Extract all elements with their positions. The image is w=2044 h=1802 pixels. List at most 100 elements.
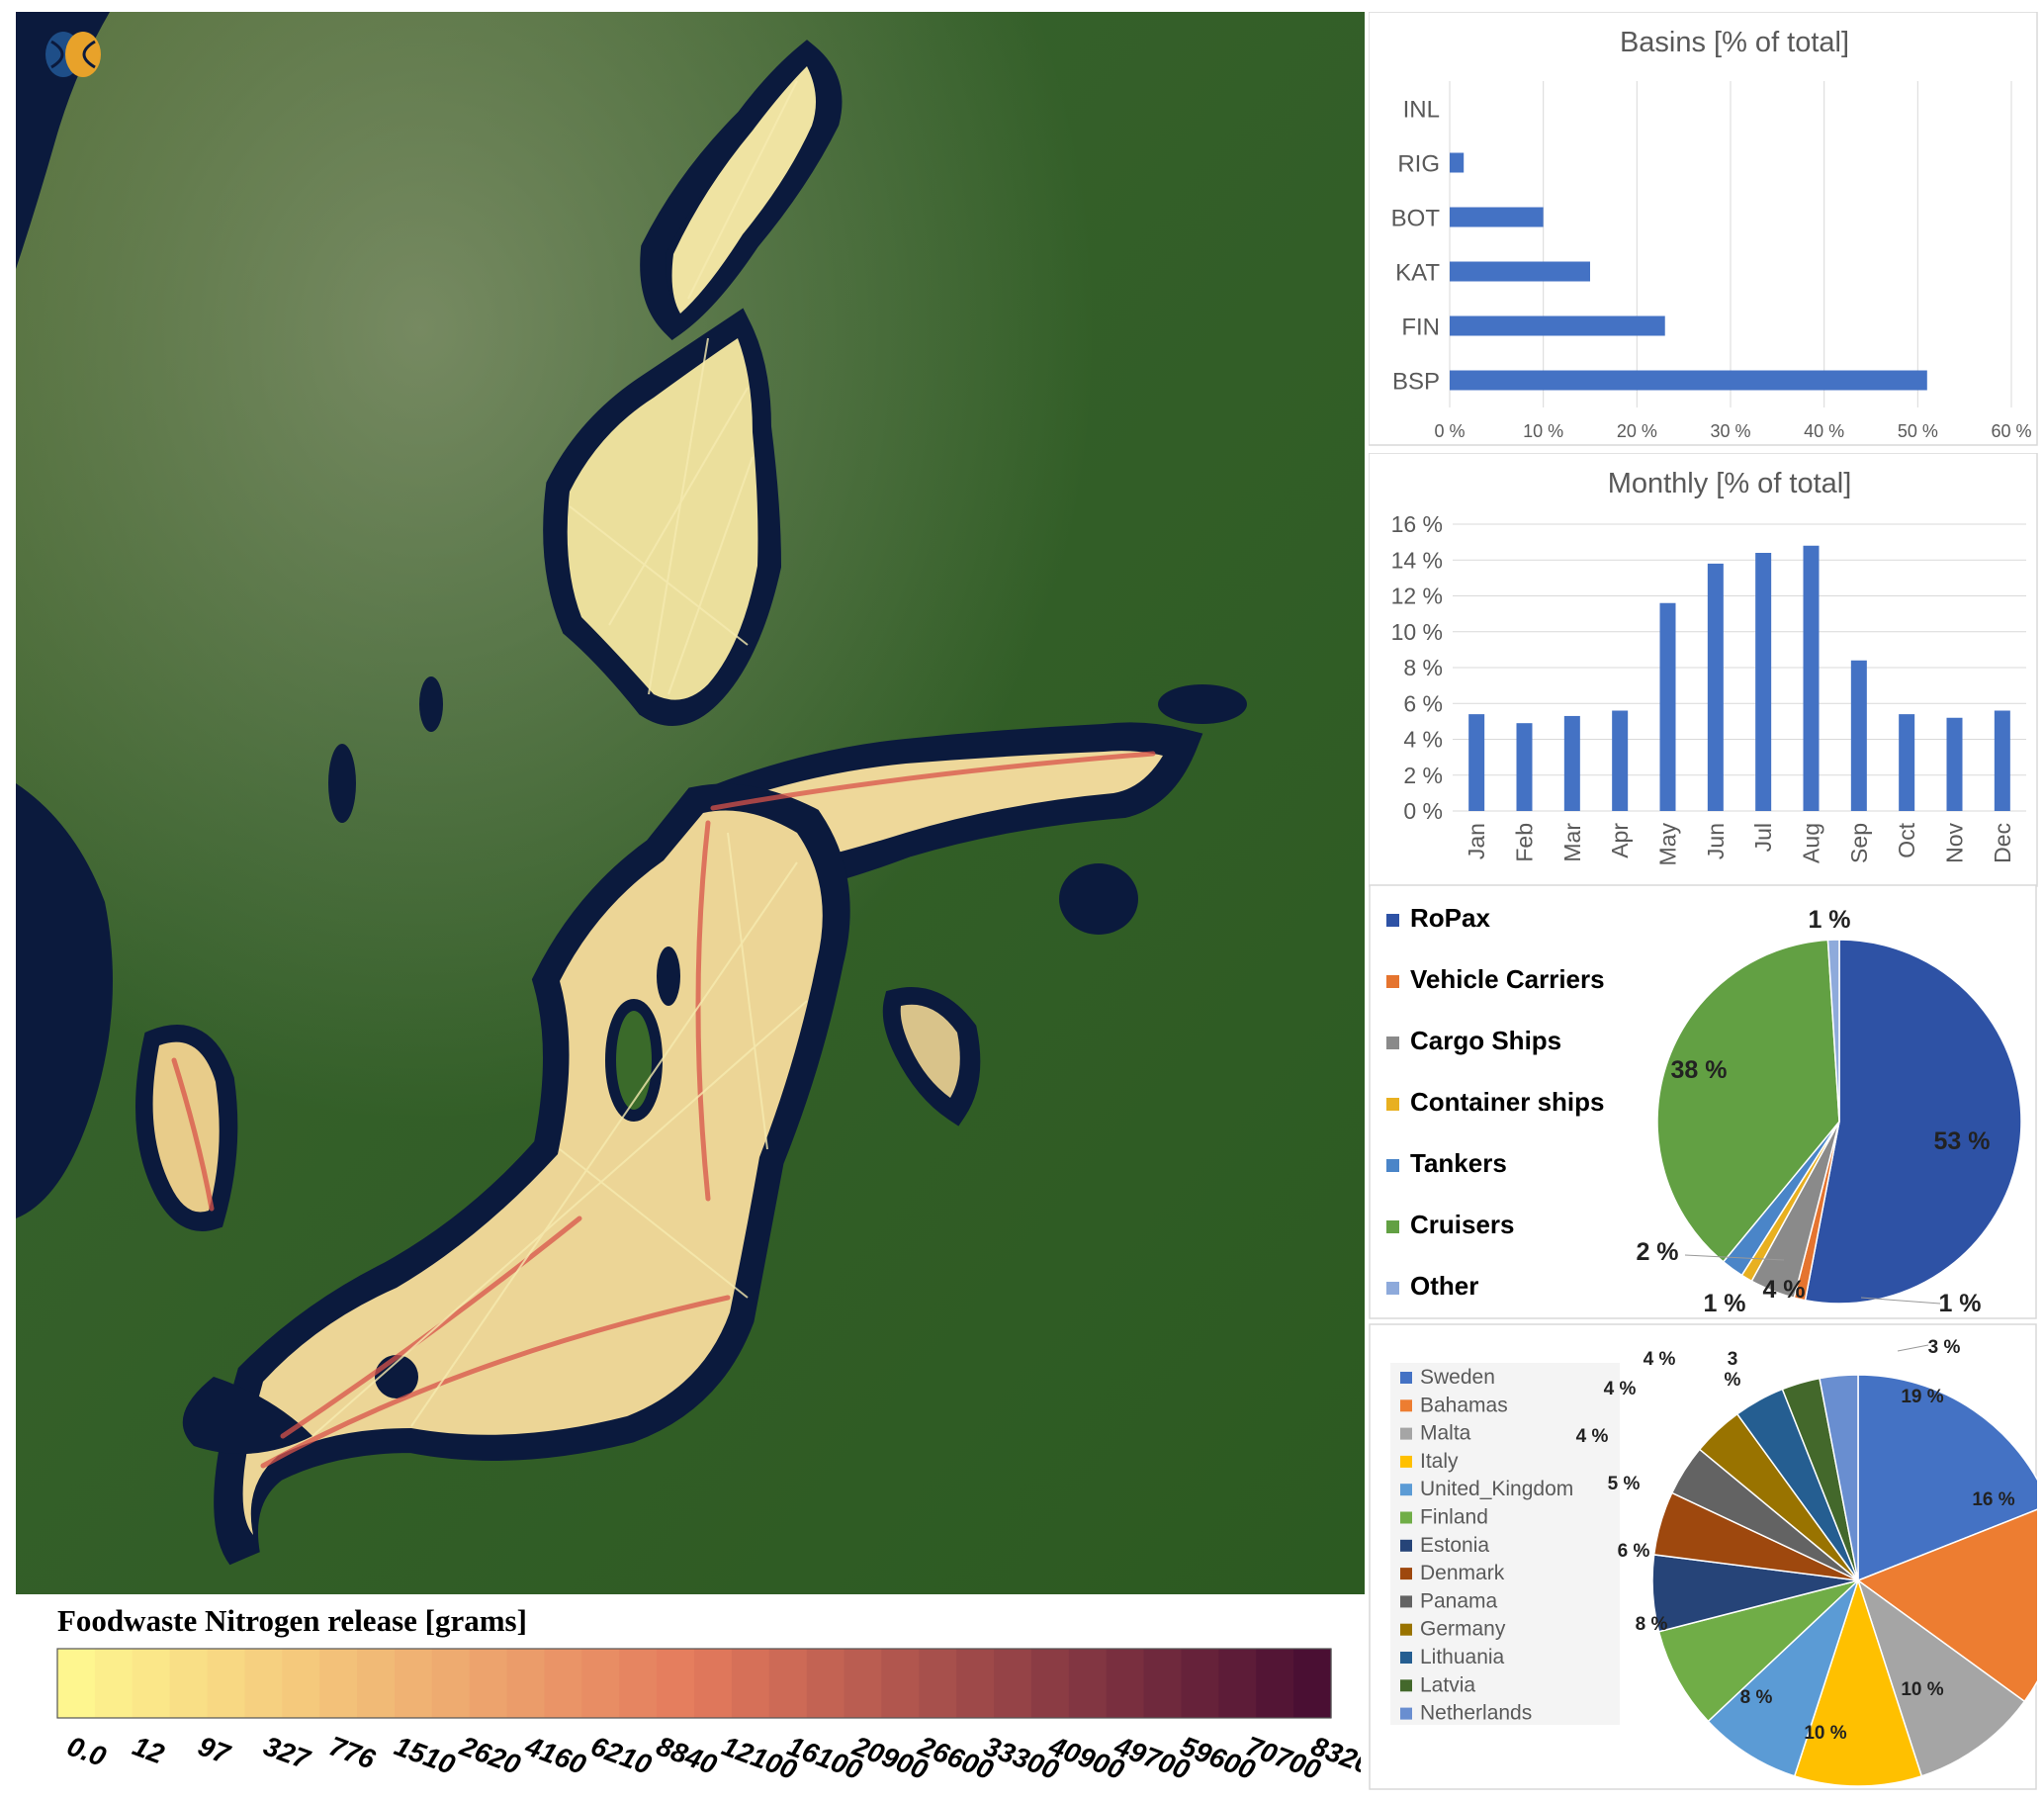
monthly-y-tick: 10 % [1391,619,1443,645]
scale-swatch [431,1649,471,1718]
scale-swatch [1293,1649,1332,1718]
shiptype-data-label: 2 % [1636,1238,1678,1266]
scale-swatch [1218,1649,1257,1718]
shiptype-leader-line [1684,1254,1785,1261]
danish-straits [182,1377,312,1454]
monthly-bar [1755,553,1772,811]
shiptype-legend-swatch [1386,1220,1399,1233]
monthly-y-tick: 8 % [1403,655,1443,680]
shiptype-plot: RoPax Vehicle Carriers Cargo Ships Containe… [1386,903,2022,1317]
scale-swatch [1030,1649,1070,1718]
shiptype-legend-swatch [1386,975,1399,988]
flag-slice [1819,1374,1859,1581]
scale-swatch [394,1649,433,1718]
bothnian-sea-routes [567,338,758,700]
flag-legend-label: Netherlands [1420,1702,1532,1725]
scale-tick-label: 1510 [391,1731,460,1781]
scale-swatch [544,1649,582,1718]
flag-slice [1793,1577,1923,1787]
basins-bar [1450,207,1544,227]
monthly-chart: Monthly [% of total] 0 % 2 % 4 % 6 % 8 % 10 %… [1369,453,2038,887]
flag-legend-swatch [1400,1455,1412,1468]
monthly-bar [1803,545,1820,811]
monthly-x-tick: Dec [1990,823,2015,863]
shiptype-slice [1826,939,1840,1123]
flag-data-label: 10 % [1901,1679,1943,1700]
basins-x-tick: 40 % [1804,421,1844,441]
flag-legend-swatch [1400,1399,1412,1412]
flag-legend-label: Malta [1420,1422,1471,1445]
scale-swatch [169,1649,209,1718]
flag-slice [1707,1579,1859,1777]
flag-data-label: 6 % [1618,1541,1650,1562]
flag-legend-label: Latvia [1420,1673,1475,1696]
flag-data-label: 4 % [1576,1426,1609,1447]
monthly-bar [1899,714,1915,811]
flag-data-label: 19 % [1901,1387,1943,1407]
basins-bar [1450,370,1927,391]
shiptype-legend-swatch [1386,914,1399,927]
scale-swatch [619,1649,658,1718]
flag-slice [1856,1578,2026,1777]
scale-tick-label: 0.0 [63,1731,111,1773]
basins-category-label: BOT [1391,206,1441,232]
color-scale: 0.0 12 97 327 776 151026204160621088401210016… [56,1648,1361,1785]
monthly-bar [1612,710,1629,811]
flag-data-label: 4 % [1644,1349,1676,1370]
flag-data-label: 4 % [1604,1379,1637,1399]
scale-swatch [731,1649,770,1718]
basins-x-tick: 60 % [1991,421,2031,441]
shiptype-legend-label: Container ships [1410,1087,1604,1117]
norwegian-sea [16,12,110,269]
monthly-x-tick: Jul [1750,823,1776,852]
scale-swatch [207,1649,246,1718]
scale-swatch [694,1649,733,1718]
shiptype-slice [1804,939,2022,1305]
monthly-y-tick: 16 % [1391,511,1443,537]
scale-swatch [768,1649,808,1718]
shiptype-data-label: 1 % [1808,906,1850,934]
shiptype-data-label: 1 % [1703,1290,1745,1317]
flag-legend-swatch [1400,1427,1412,1440]
scale-swatch [319,1649,358,1718]
bothnian-bay-routes [671,66,816,314]
lake-ladoga [1158,684,1247,724]
flag-legend-swatch [1400,1539,1412,1552]
shiptype-data-label: 1 % [1938,1290,1981,1317]
flag-legend-swatch [1400,1707,1412,1720]
scale-swatch [844,1649,883,1718]
scale-swatch [1143,1649,1183,1718]
shiptype-legend-label: Other [1410,1271,1478,1301]
organization-logo [45,32,101,77]
flag-legend-label: Sweden [1420,1366,1495,1389]
flag-legend-label: Germany [1420,1618,1506,1641]
scale-swatch [1068,1649,1108,1718]
monthly-x-tick: Mar [1559,823,1585,862]
gotland-island [616,1011,652,1110]
scale-swatch [1106,1649,1145,1718]
monthly-y-tick: 0 % [1403,798,1443,824]
flag-data-label: 10 % [1804,1723,1846,1744]
scale-swatch [357,1649,396,1718]
monthly-bar [1468,714,1485,811]
scale-tick-label: 12 [129,1731,168,1770]
flag-data-label-suffix: % [1725,1370,1741,1391]
basins-plot: 0 % 10 % 20 % 30 % 40 % 50 % 60 % BSP FIN KAT BOT R… [1391,81,2032,441]
flag-data-label: 3 [1728,1349,1738,1370]
shiptype-data-label: 38 % [1671,1056,1728,1084]
scale-swatch [57,1649,96,1718]
shiptype-legend-label: Cruisers [1410,1210,1515,1239]
monthly-y-tick: 6 % [1403,690,1443,716]
scale-tick-label: 327 [260,1731,315,1776]
shiptype-legend-swatch [1386,1098,1399,1111]
shiptype-legend-label: Vehicle Carriers [1410,964,1605,994]
flag-legend-swatch [1400,1372,1412,1384]
shiptype-legend-swatch [1386,1282,1399,1295]
scale-swatch [1256,1649,1294,1718]
monthly-y-tick: 4 % [1403,727,1443,753]
monthly-y-tick: 2 % [1403,763,1443,788]
flag-data-label: 5 % [1608,1474,1641,1494]
monthly-y-tick: 12 % [1391,584,1443,609]
flag-legend-swatch [1400,1595,1412,1608]
scale-swatch [657,1649,695,1718]
